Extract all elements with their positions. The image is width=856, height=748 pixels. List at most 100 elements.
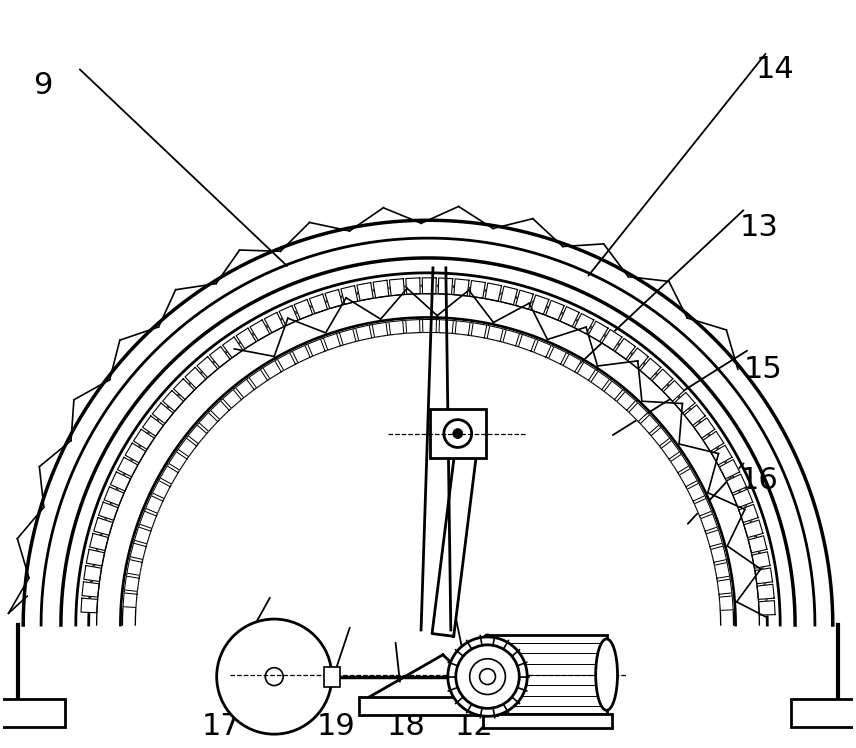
Polygon shape xyxy=(758,601,775,615)
Polygon shape xyxy=(389,320,404,335)
Polygon shape xyxy=(292,346,310,363)
Polygon shape xyxy=(263,361,282,378)
Ellipse shape xyxy=(477,635,498,714)
Polygon shape xyxy=(90,533,109,551)
Polygon shape xyxy=(640,414,659,433)
Polygon shape xyxy=(357,283,373,301)
Polygon shape xyxy=(515,290,533,309)
Polygon shape xyxy=(152,480,170,498)
Polygon shape xyxy=(533,340,551,358)
Polygon shape xyxy=(423,319,437,332)
Polygon shape xyxy=(235,379,254,398)
Polygon shape xyxy=(701,514,717,531)
Text: 18: 18 xyxy=(386,712,425,741)
Polygon shape xyxy=(130,543,146,560)
Polygon shape xyxy=(81,598,98,613)
Polygon shape xyxy=(325,289,342,309)
Polygon shape xyxy=(439,319,454,334)
Polygon shape xyxy=(152,403,173,423)
Polygon shape xyxy=(372,322,388,337)
Polygon shape xyxy=(178,438,197,457)
Polygon shape xyxy=(487,326,503,341)
Polygon shape xyxy=(185,367,205,388)
Polygon shape xyxy=(341,286,358,304)
Text: 9: 9 xyxy=(33,71,52,100)
Polygon shape xyxy=(324,334,341,350)
Polygon shape xyxy=(604,381,623,399)
Polygon shape xyxy=(640,358,661,379)
Polygon shape xyxy=(82,582,99,597)
Polygon shape xyxy=(250,320,270,340)
Polygon shape xyxy=(146,496,163,513)
Polygon shape xyxy=(652,369,673,390)
Polygon shape xyxy=(124,576,139,592)
Polygon shape xyxy=(715,562,729,578)
Circle shape xyxy=(455,645,520,708)
Polygon shape xyxy=(560,307,580,327)
Polygon shape xyxy=(223,337,243,358)
Polygon shape xyxy=(752,552,770,568)
Polygon shape xyxy=(687,483,704,501)
Polygon shape xyxy=(694,498,711,516)
Bar xyxy=(430,408,485,459)
Polygon shape xyxy=(694,418,715,438)
Polygon shape xyxy=(577,362,596,380)
Polygon shape xyxy=(671,454,689,473)
Polygon shape xyxy=(503,330,520,346)
Polygon shape xyxy=(356,325,372,340)
Polygon shape xyxy=(169,452,187,470)
Text: 16: 16 xyxy=(740,466,778,495)
Polygon shape xyxy=(755,568,772,583)
Polygon shape xyxy=(545,301,564,320)
Polygon shape xyxy=(279,306,298,325)
Polygon shape xyxy=(210,346,230,367)
Polygon shape xyxy=(406,278,420,295)
Polygon shape xyxy=(223,390,241,408)
Bar xyxy=(488,635,607,714)
Polygon shape xyxy=(617,391,635,410)
Bar xyxy=(791,699,856,727)
Polygon shape xyxy=(117,457,138,476)
Polygon shape xyxy=(602,329,622,350)
Polygon shape xyxy=(727,474,746,493)
Polygon shape xyxy=(309,294,328,313)
Polygon shape xyxy=(719,596,734,610)
Ellipse shape xyxy=(596,639,617,711)
Polygon shape xyxy=(160,466,178,484)
Circle shape xyxy=(470,659,505,694)
Polygon shape xyxy=(651,427,669,446)
Polygon shape xyxy=(706,530,722,547)
Polygon shape xyxy=(470,280,485,298)
Polygon shape xyxy=(711,445,732,465)
Polygon shape xyxy=(265,313,283,333)
Circle shape xyxy=(217,619,332,735)
Text: 13: 13 xyxy=(740,213,778,242)
Polygon shape xyxy=(710,546,727,562)
Polygon shape xyxy=(615,338,635,359)
Bar xyxy=(359,697,497,715)
Polygon shape xyxy=(406,319,420,333)
Polygon shape xyxy=(674,393,695,413)
Polygon shape xyxy=(563,354,581,372)
Polygon shape xyxy=(717,579,732,594)
Polygon shape xyxy=(211,401,229,420)
Polygon shape xyxy=(680,468,698,487)
Polygon shape xyxy=(662,441,680,459)
Polygon shape xyxy=(249,370,267,388)
Polygon shape xyxy=(757,584,774,599)
Polygon shape xyxy=(739,504,758,523)
Polygon shape xyxy=(134,429,154,450)
Polygon shape xyxy=(574,313,594,334)
Polygon shape xyxy=(199,413,217,432)
Polygon shape xyxy=(93,518,113,536)
Polygon shape xyxy=(307,339,325,356)
Circle shape xyxy=(265,668,283,686)
Polygon shape xyxy=(373,280,389,298)
Polygon shape xyxy=(733,489,752,508)
Polygon shape xyxy=(629,403,648,422)
Polygon shape xyxy=(294,299,312,319)
Polygon shape xyxy=(236,328,256,349)
Polygon shape xyxy=(549,346,567,364)
Text: 15: 15 xyxy=(744,355,782,384)
Polygon shape xyxy=(123,593,137,607)
